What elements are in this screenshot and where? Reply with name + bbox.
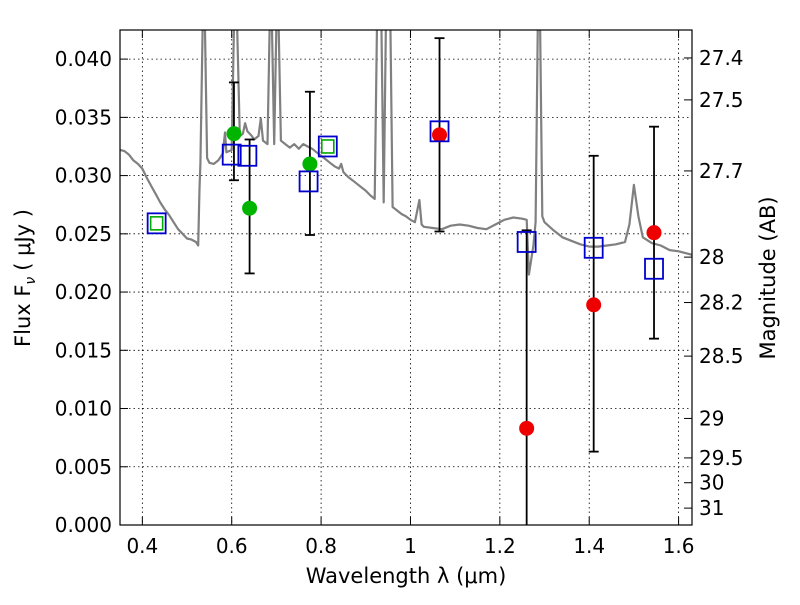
grid-lines bbox=[120, 30, 692, 526]
magnitude-tick-label: 31 bbox=[699, 496, 724, 520]
y-tick-label: 0.030 bbox=[55, 164, 112, 188]
observed-point-green bbox=[242, 200, 258, 216]
model-photometry-box-inner bbox=[149, 216, 164, 231]
x-axis-ticks: 0.4 0.6 0.8 1 1.2 1.4 1.6 bbox=[126, 30, 695, 558]
observed-point-red bbox=[586, 297, 602, 313]
magnitude-tick-label: 29 bbox=[699, 406, 724, 430]
magnitude-tick-label: 30 bbox=[699, 471, 724, 495]
y-tick-label: 0.015 bbox=[55, 338, 112, 362]
model-photometry-box bbox=[146, 212, 167, 235]
x-tick-label: 0.6 bbox=[216, 534, 248, 558]
x-axis-title: Wavelength λ (μm) bbox=[306, 564, 507, 588]
plot-frame bbox=[119, 29, 693, 526]
y-tick-label: 0.000 bbox=[55, 513, 112, 537]
x-tick-label: 0.4 bbox=[126, 534, 158, 558]
y-tick-label: 0.005 bbox=[55, 455, 112, 479]
magnitude-tick-label: 27.5 bbox=[699, 88, 744, 112]
observed-point-red bbox=[646, 225, 662, 241]
magnitude-tick-label: 29.5 bbox=[699, 446, 744, 470]
y-tick-label: 0.020 bbox=[55, 280, 112, 304]
magnitude-axis-title: Magnitude (AB) bbox=[756, 196, 780, 359]
model-photometry-box bbox=[583, 236, 604, 259]
x-tick-label: 1.4 bbox=[573, 534, 605, 558]
x-tick-label: 1 bbox=[404, 534, 417, 558]
magnitude-tick-label: 28.2 bbox=[699, 291, 744, 315]
errorbar-layer bbox=[228, 37, 660, 525]
y-axis-title-subscript: ν bbox=[23, 277, 39, 285]
y-tick-label: 0.035 bbox=[55, 105, 112, 129]
model-photometry-box bbox=[221, 143, 242, 166]
y-axis-title-unit: ( μJy ) bbox=[11, 209, 35, 271]
model-spectrum-line bbox=[120, 30, 692, 276]
y-tick-label: 0.025 bbox=[55, 222, 112, 246]
x-tick-label: 1.2 bbox=[484, 534, 516, 558]
model-photometry-box bbox=[516, 231, 537, 253]
observed-point-red bbox=[432, 127, 448, 143]
y-axis-title-main: Flux F bbox=[11, 285, 35, 347]
model-photometry-box bbox=[237, 144, 258, 167]
model-spectrum-layer bbox=[120, 30, 692, 276]
magnitude-tick-label: 28.5 bbox=[699, 344, 744, 368]
observed-point-green bbox=[302, 156, 318, 172]
x-tick-label: 0.8 bbox=[305, 534, 337, 558]
observed-point-red bbox=[519, 420, 535, 436]
magnitude-tick-label: 27.7 bbox=[699, 159, 744, 183]
model-photometry-box bbox=[429, 120, 450, 143]
y-tick-label: 0.010 bbox=[55, 397, 112, 421]
observed-point-green bbox=[226, 126, 242, 142]
magnitude-tick-label: 27.4 bbox=[699, 46, 744, 70]
model-photometry-box bbox=[298, 170, 319, 193]
model-photometry-layer bbox=[146, 120, 664, 280]
y-axis-title: Flux Fν ( μJy ) bbox=[11, 209, 39, 347]
model-photometry-box bbox=[644, 257, 664, 280]
magnitude-tick-label: 28 bbox=[699, 245, 724, 269]
y-axis-ticks: 0.000 0.005 0.010 0.015 0.020 0.025 0.030 0.035… bbox=[55, 47, 128, 537]
model-photometry-box-inner bbox=[320, 139, 335, 154]
y-tick-label: 0.040 bbox=[55, 47, 112, 71]
observed-points-layer bbox=[226, 126, 662, 436]
x-tick-label: 1.6 bbox=[663, 534, 695, 558]
model-photometry-box bbox=[317, 135, 338, 158]
